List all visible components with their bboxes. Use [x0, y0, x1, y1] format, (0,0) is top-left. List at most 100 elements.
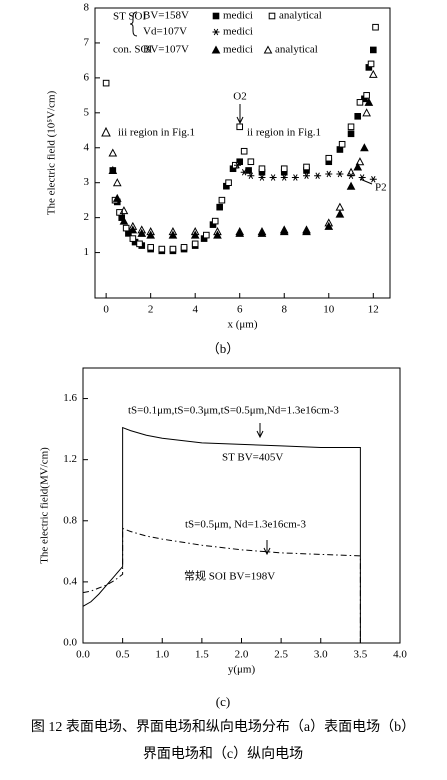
plot-frame: [94, 7, 391, 299]
y-tick-label: 3: [84, 176, 90, 188]
annotation: tS=0.1μm,tS=0.3μm,tS=0.5μm,Nd=1.3e16cm-3: [128, 405, 339, 417]
data-point: [367, 60, 375, 68]
y-tick-label: 1: [84, 246, 90, 258]
panel-label: （b）: [207, 341, 240, 356]
annotation: P2: [375, 182, 387, 194]
x-tick-label: 0: [103, 304, 109, 316]
y-tick-label: 8: [84, 2, 90, 14]
data-point: [137, 225, 147, 234]
data-point: [233, 161, 241, 169]
x-tick-label: 4.0: [393, 649, 407, 661]
y-tick-label: 0.0: [63, 637, 77, 649]
annotation-arrow: [263, 540, 271, 556]
y-tick-label: 7: [84, 36, 90, 48]
legend-entry: analytical: [275, 44, 318, 56]
data-point: [353, 162, 363, 171]
data-point: [372, 23, 379, 31]
legend-marker: [268, 12, 276, 20]
y-tick-label: 4: [84, 141, 90, 153]
data-point: [158, 245, 166, 253]
data-point: [369, 175, 377, 183]
data-point: [355, 157, 365, 166]
legend-marker: [211, 45, 221, 54]
x-tick-label: 2: [148, 304, 154, 316]
data-point: [346, 167, 356, 176]
annotation: ii region in Fig.1: [247, 127, 321, 139]
data-point: [362, 108, 371, 117]
panel-label: (c): [216, 694, 230, 709]
annotation-arrow: [256, 423, 264, 439]
y-axis-label: The electric field(MV/cm): [39, 447, 51, 564]
data-point: [303, 163, 310, 171]
x-tick-label: 3.0: [314, 649, 328, 661]
data-point: [335, 209, 345, 218]
x-tick-label: 10: [323, 304, 335, 316]
data-point: [324, 218, 334, 227]
x-tick-label: 12: [368, 304, 379, 316]
data-point: [213, 227, 222, 236]
data-point: [180, 244, 188, 251]
x-tick-label: 1.5: [195, 649, 209, 661]
annotation-symbol: [101, 126, 111, 137]
legend-label: ST SOI: [113, 11, 146, 23]
x-tick-label: 8: [281, 304, 287, 316]
data-point: [336, 170, 344, 178]
data-point: [240, 147, 248, 155]
legend-marker: [212, 12, 220, 20]
y-tick-label: 1.6: [63, 392, 77, 404]
data-point: [368, 69, 378, 78]
data-point: [338, 140, 346, 148]
legend-label: BV=158V: [143, 10, 189, 22]
y-tick-label: 5: [84, 106, 90, 118]
data-point: [358, 174, 366, 181]
data-point: [116, 209, 123, 216]
data-point: [258, 165, 266, 173]
data-point: [122, 224, 130, 232]
x-axis-label: x (μm): [227, 319, 257, 331]
x-tick-label: 6: [237, 304, 243, 316]
y-tick-label: 0.4: [63, 575, 77, 587]
data-point: [291, 174, 299, 181]
data-point: [335, 202, 345, 211]
data-point: [216, 203, 223, 211]
data-point: [240, 168, 248, 176]
data-point: [191, 240, 199, 248]
legend-entry: medici: [223, 26, 253, 38]
data-point: [108, 165, 118, 174]
data-point: [236, 158, 244, 166]
annotation-arrow: [236, 104, 244, 125]
data-point: [325, 170, 333, 178]
data-point: [258, 174, 266, 181]
data-point: [203, 231, 210, 239]
x-tick-label: 2.5: [274, 649, 288, 661]
data-line: [82, 426, 400, 644]
data-point: [218, 196, 226, 204]
data-point: [360, 143, 369, 152]
data-point: [303, 172, 311, 179]
data-point: [235, 227, 245, 236]
legend-label: con. SOI: [113, 44, 152, 56]
data-point: [168, 227, 178, 236]
legend-marker: [212, 28, 220, 36]
data-point: [225, 179, 232, 186]
data-point: [280, 174, 288, 181]
legend-label: BV=107V: [143, 44, 189, 56]
data-point: [354, 113, 362, 120]
x-tick-label: 0.0: [76, 649, 90, 661]
data-point: [128, 221, 138, 230]
data-point: [108, 148, 118, 157]
data-line: [82, 527, 400, 644]
x-axis-label: y(μm): [228, 664, 256, 676]
x-tick-label: 3.5: [354, 649, 368, 661]
data-point: [347, 123, 355, 131]
annotation: ST BV=405V: [222, 452, 283, 464]
legend-entry: analytical: [279, 10, 322, 22]
data-point: [129, 235, 137, 242]
x-tick-label: 4: [192, 304, 198, 316]
data-point: [347, 130, 355, 138]
legend-brace: [129, 11, 138, 37]
data-point: [211, 217, 219, 225]
annotation-line: [359, 178, 373, 185]
